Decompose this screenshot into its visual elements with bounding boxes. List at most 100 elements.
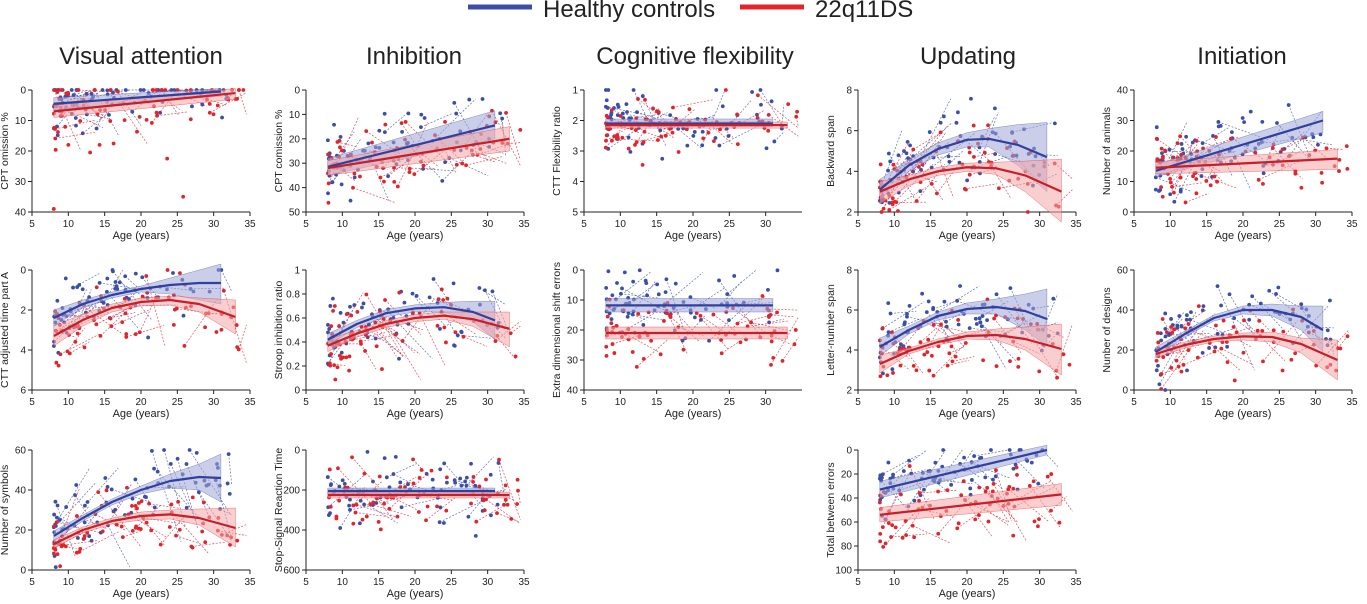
data-point [64, 505, 69, 509]
longitudinal-link [633, 280, 657, 312]
data-point [949, 344, 954, 349]
data-point [417, 476, 422, 480]
data-point [634, 140, 639, 145]
data-point [411, 457, 415, 462]
data-point [51, 524, 56, 529]
data-point [676, 150, 681, 154]
data-point [382, 179, 386, 184]
longitudinal-link [616, 138, 660, 142]
x-tick-label: 25 [172, 397, 184, 408]
data-point [398, 480, 403, 485]
longitudinal-link [54, 468, 90, 525]
x-tick-label: 20 [687, 397, 699, 408]
longitudinal-link [331, 292, 364, 345]
data-point [78, 546, 83, 551]
x-tick-label: 10 [63, 397, 75, 408]
data-point [908, 143, 912, 148]
x-tick-label: 30 [1310, 397, 1322, 408]
data-point [338, 145, 342, 150]
x-tick-label: 25 [172, 219, 184, 230]
data-point [993, 474, 998, 479]
data-point [383, 122, 388, 127]
longitudinal-link [782, 336, 799, 362]
data-point [1299, 302, 1304, 307]
data-point [665, 311, 669, 316]
longitudinal-link [355, 512, 388, 517]
data-point [1178, 134, 1183, 139]
x-tick-label: 35 [244, 577, 256, 588]
data-point [977, 485, 982, 490]
longitudinal-link [184, 298, 218, 347]
data-point [1293, 351, 1298, 356]
data-point [435, 323, 440, 328]
data-point [69, 88, 74, 92]
data-point [886, 460, 891, 465]
data-point [152, 505, 157, 510]
data-point [477, 286, 482, 290]
data-point [382, 456, 387, 461]
data-point [635, 110, 639, 115]
data-point [133, 477, 138, 482]
y-tick-label: 0 [846, 446, 852, 457]
x-tick-label: 10 [889, 397, 901, 408]
x-tick-label: 35 [1070, 397, 1082, 408]
data-point [473, 483, 478, 488]
data-point [881, 206, 886, 211]
data-point [399, 505, 404, 510]
x-tick-label: 15 [1201, 397, 1213, 408]
data-point [1214, 323, 1218, 328]
data-point [1199, 174, 1204, 178]
longitudinal-link [892, 449, 928, 475]
column-title-visual-attention: Visual attention [59, 43, 223, 70]
data-point [73, 116, 78, 120]
y-tick-label: 0 [294, 86, 300, 97]
data-point [907, 464, 912, 468]
longitudinal-link [1326, 147, 1343, 150]
data-point [630, 312, 635, 317]
data-point [339, 350, 344, 355]
data-point [203, 540, 208, 545]
data-point [888, 311, 893, 316]
data-point [412, 172, 417, 177]
data-point [1154, 358, 1159, 363]
data-point [956, 318, 961, 322]
data-point [382, 501, 387, 506]
x-tick-label: 30 [760, 397, 772, 408]
data-point [1219, 346, 1224, 351]
y-tick-label: 0.8 [286, 290, 300, 301]
data-point [1231, 325, 1236, 329]
data-point [220, 115, 224, 120]
longitudinal-link [507, 142, 521, 144]
longitudinal-link [370, 503, 412, 517]
panel-backward-span: 2 4 6 8 5 10 15 20 25 30 35 Age (years) Backward spa… [825, 86, 1082, 243]
longitudinal-link [337, 468, 375, 507]
data-point [94, 322, 99, 327]
y-axis-label: Total between errors [825, 462, 837, 557]
x-axis-label: Age (years) [113, 588, 170, 600]
data-point [419, 125, 423, 129]
data-point [1163, 334, 1168, 339]
x-tick-label: 35 [518, 219, 530, 230]
data-point [769, 339, 774, 344]
x-tick-label: 5 [581, 397, 587, 408]
x-tick-label: 35 [1346, 219, 1358, 230]
data-point [334, 516, 339, 521]
data-point [1196, 304, 1201, 309]
longitudinal-link [975, 501, 1009, 526]
data-point [735, 142, 740, 147]
data-point [342, 481, 347, 486]
data-point [660, 156, 665, 161]
data-point [898, 363, 903, 368]
data-point [692, 315, 697, 320]
data-point [348, 198, 353, 203]
y-tick-label: 200 [283, 486, 300, 497]
data-point [671, 105, 675, 110]
data-point [1027, 483, 1032, 488]
x-tick-label: 20 [409, 577, 421, 588]
data-point [130, 109, 135, 114]
data-point [630, 350, 635, 354]
longitudinal-link [721, 339, 743, 354]
data-point [429, 468, 434, 473]
data-point [397, 290, 402, 295]
panel-cpt-omission: 0 10 20 30 405 10 15 20 25 30 35 Age (years) CPT omi… [0, 86, 256, 243]
